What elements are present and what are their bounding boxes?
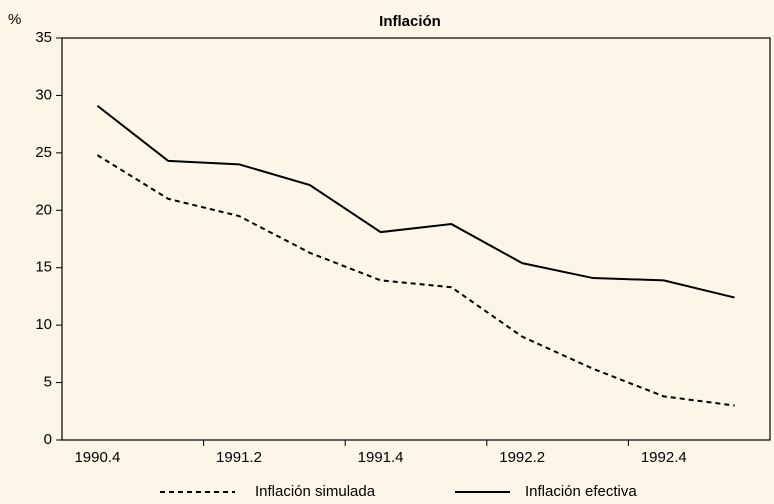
- y-tick-label: 0: [44, 431, 52, 448]
- chart-title: Inflación: [379, 13, 441, 30]
- y-tick-label: 20: [35, 201, 52, 218]
- x-tick-label: 1992.4: [641, 449, 687, 466]
- y-axis-label: %: [8, 11, 21, 28]
- y-tick-label: 35: [35, 29, 52, 46]
- y-tick-label: 30: [35, 86, 52, 103]
- legend-label: Inflación efectiva: [525, 483, 637, 500]
- x-tick-label: 1991.2: [216, 449, 262, 466]
- x-tick-label: 1991.4: [358, 449, 404, 466]
- y-tick-label: 15: [35, 259, 52, 276]
- legend-label: Inflación simulada: [255, 483, 376, 500]
- series-line: [96, 104, 735, 299]
- y-tick-label: 10: [35, 316, 52, 333]
- x-tick-label: 1992.2: [499, 449, 545, 466]
- y-tick-label: 5: [44, 374, 52, 391]
- plot-frame: [61, 37, 771, 441]
- y-tick-label: 25: [35, 144, 52, 161]
- x-tick-label: 1990.4: [74, 449, 120, 466]
- series-line: [96, 154, 735, 407]
